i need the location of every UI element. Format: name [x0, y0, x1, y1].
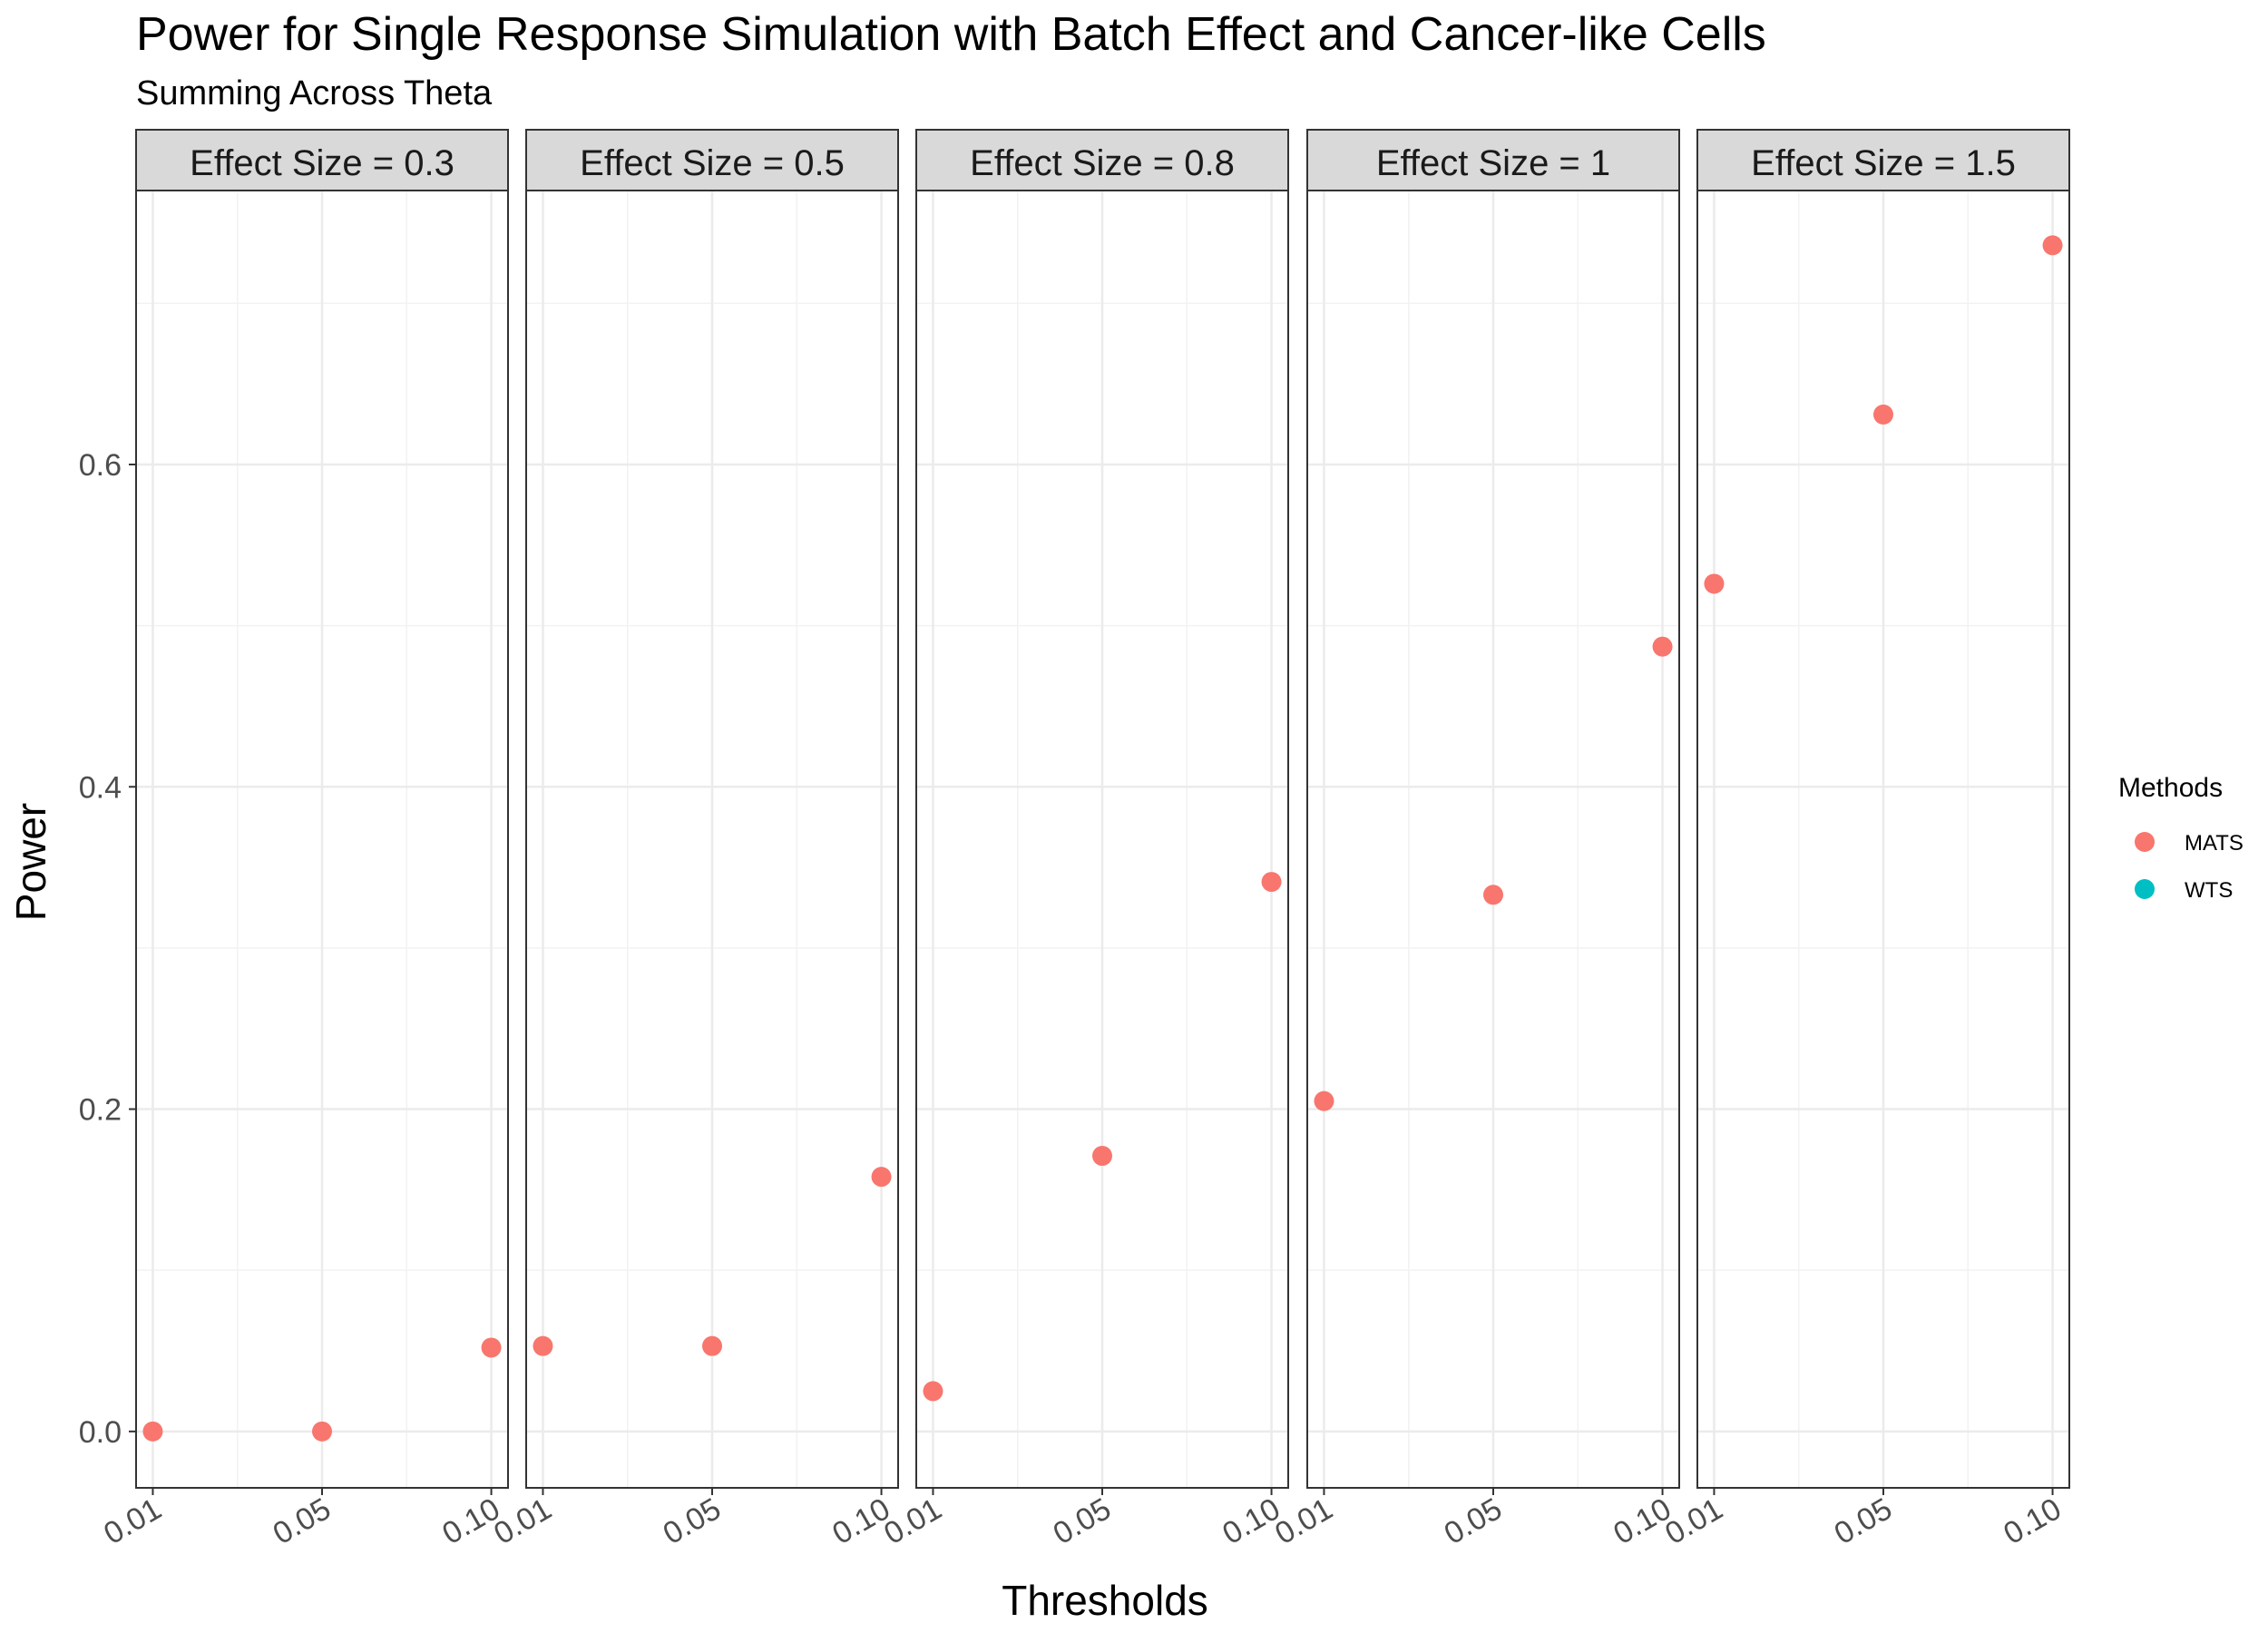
y-tick-label: 0.4: [79, 770, 122, 805]
legend-label: MATS: [2185, 831, 2244, 856]
data-point: [142, 1421, 163, 1442]
legend-label: WTS: [2185, 878, 2233, 903]
facet-strip-label: Effect Size = 0.8: [970, 143, 1235, 183]
legend-key: [2135, 879, 2155, 899]
data-point: [871, 1167, 892, 1188]
data-point: [923, 1381, 943, 1402]
data-point: [1704, 573, 1725, 594]
facet-strip: [915, 129, 1289, 191]
legend-key: [2135, 832, 2155, 852]
data-point: [1652, 636, 1673, 657]
x-axis-title: Thresholds: [1002, 1577, 1208, 1624]
facet-panel: Effect Size = 0.80.01 0.05 0.10: [878, 129, 1289, 1551]
data-point: [702, 1335, 722, 1356]
legend: Methods MATS WTS: [2118, 773, 2244, 903]
y-tick-label: 0.0: [79, 1415, 122, 1450]
facet-strip: [525, 129, 899, 191]
y-tick-label: 0.2: [79, 1093, 122, 1128]
data-point: [312, 1421, 332, 1442]
facet-panel: Effect Size = 0.50.01 0.05 0.10: [488, 129, 899, 1551]
facet-strip-label: Effect Size = 0.5: [580, 143, 845, 183]
facet-strip-label: Effect Size = 1: [1376, 143, 1610, 183]
chart-subtitle: Summing Across Theta: [136, 74, 493, 112]
facet-strip-label: Effect Size = 1.5: [1751, 143, 2016, 183]
facet-panel: Effect Size = 0.30.01 0.05 0.10: [98, 129, 509, 1551]
facet-strip: [135, 129, 509, 191]
data-point: [2042, 235, 2063, 256]
facet-strip: [1306, 129, 1680, 191]
y-axis-title: Power: [7, 803, 54, 921]
data-point: [1092, 1146, 1112, 1167]
data-point: [481, 1337, 502, 1358]
data-point: [1261, 872, 1282, 893]
facet-strip: [1696, 129, 2070, 191]
facet-panel: Effect Size = 1.50.01 0.05 0.10: [1659, 129, 2070, 1551]
data-point: [1873, 404, 1893, 425]
facet-strip-label: Effect Size = 0.3: [190, 143, 455, 183]
y-tick-label: 0.6: [79, 448, 122, 483]
data-point: [1314, 1090, 1334, 1111]
facet-panel: Effect Size = 10.01 0.05 0.10: [1269, 129, 1680, 1551]
data-point: [1483, 885, 1503, 905]
y-axis: 0.0 0.2 0.4 0.6: [79, 448, 136, 1450]
legend-title: Methods: [2118, 773, 2223, 803]
chart-title: Power for Single Response Simulation wit…: [136, 8, 1766, 61]
data-point: [533, 1335, 553, 1356]
